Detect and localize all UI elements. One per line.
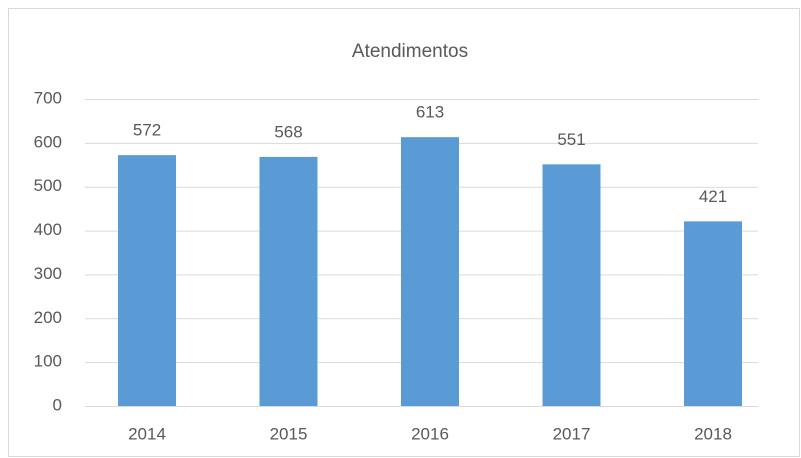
bar <box>542 164 601 406</box>
x-tick-label: 2018 <box>694 424 732 443</box>
y-tick-label: 100 <box>34 352 62 371</box>
y-tick-label: 0 <box>53 395 62 414</box>
chart-title: Atendimentos <box>352 41 468 62</box>
data-label: 551 <box>557 130 585 149</box>
bar <box>259 156 318 406</box>
x-tick-label: 2014 <box>128 424 166 443</box>
data-label: 572 <box>133 121 161 140</box>
bar <box>401 137 459 407</box>
x-tick-label: 2016 <box>411 424 449 443</box>
y-tick-label: 400 <box>34 220 62 239</box>
bar <box>118 155 176 406</box>
data-label: 613 <box>416 103 444 122</box>
y-tick-label: 500 <box>34 176 62 195</box>
x-tick-label: 2015 <box>270 424 308 443</box>
data-label: 568 <box>274 122 302 141</box>
y-tick-label: 600 <box>34 132 62 151</box>
y-tick-label: 700 <box>34 88 62 107</box>
y-tick-label: 300 <box>34 264 62 283</box>
bar <box>684 221 742 406</box>
y-tick-label: 200 <box>34 308 62 327</box>
data-label: 421 <box>699 187 727 206</box>
x-tick-label: 2017 <box>553 424 591 443</box>
